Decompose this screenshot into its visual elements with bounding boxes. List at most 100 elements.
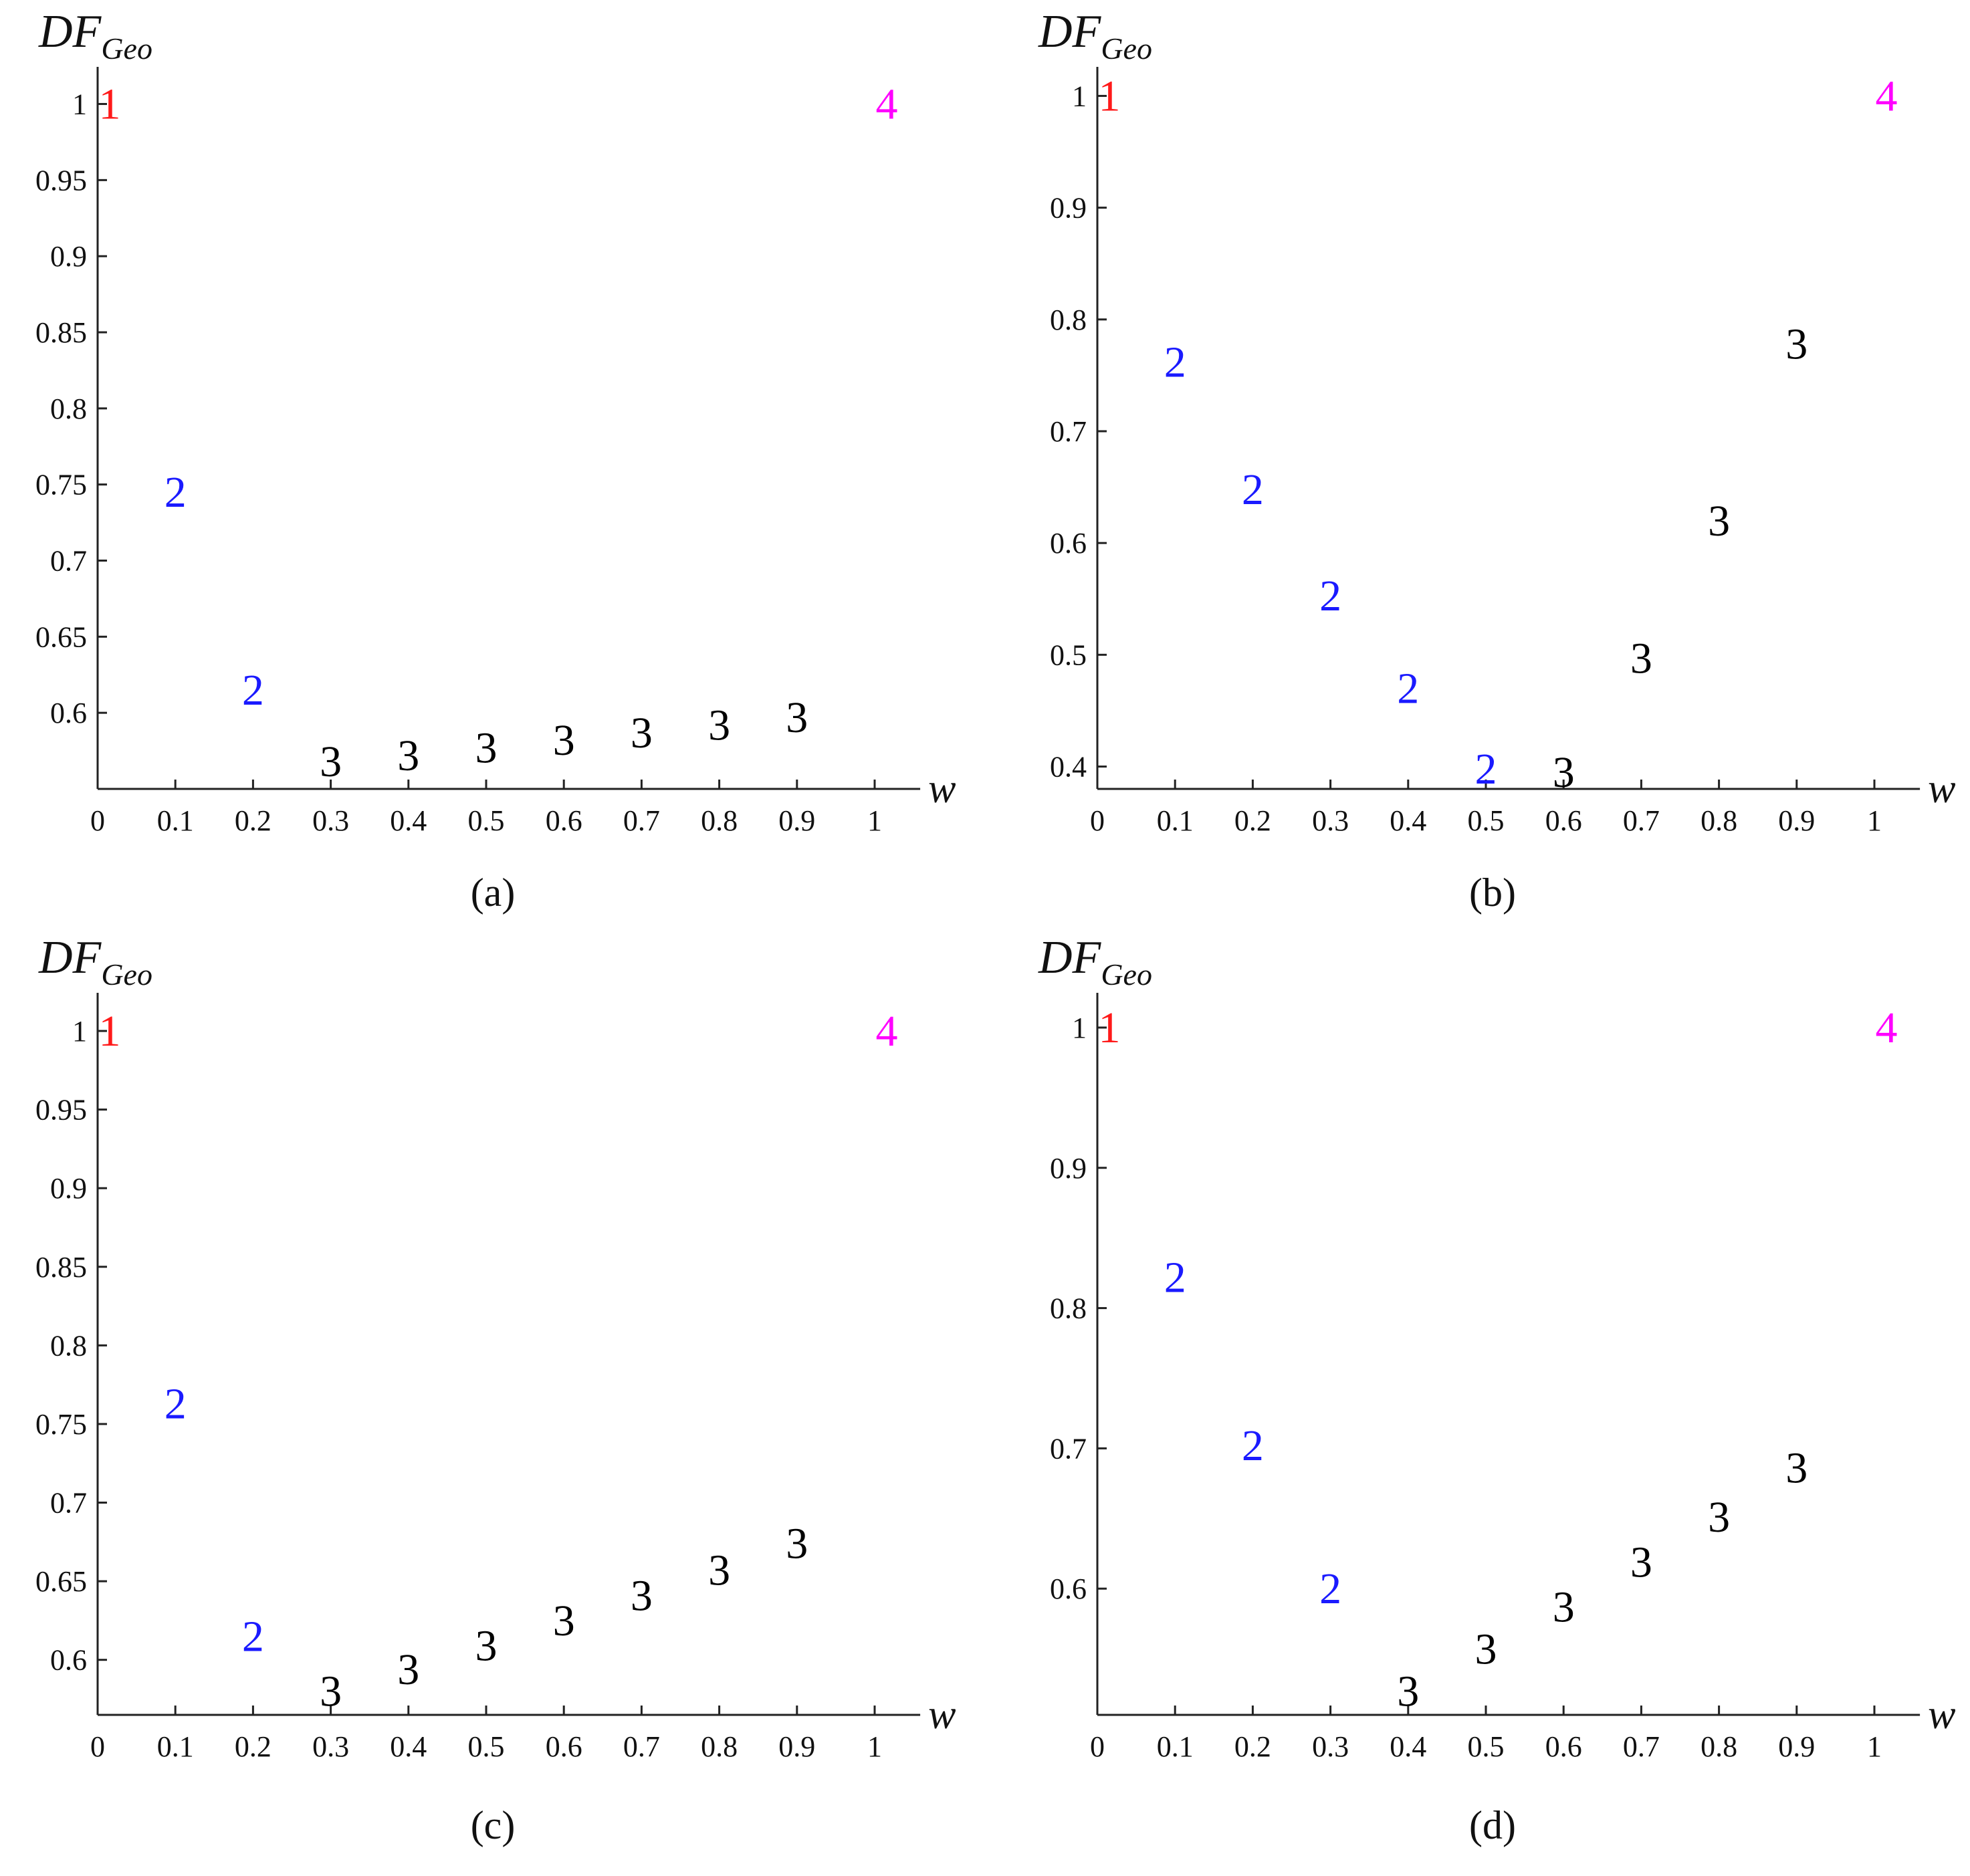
x-tick-label: 1 bbox=[867, 1730, 882, 1763]
data-point-3: 3 bbox=[320, 737, 342, 786]
x-tick-label: 0.5 bbox=[468, 1730, 505, 1763]
x-tick-label: 0.9 bbox=[1778, 804, 1815, 837]
y-tick-label: 0.75 bbox=[35, 1408, 87, 1441]
y-axis-label-main: DF bbox=[1038, 6, 1102, 57]
panel-a: 0 0.1 0.2 0.3 0.4 0.5 0.6 0.7 0.8 0.9 1 0.6 0.65 0.7 0… bbox=[35, 6, 956, 915]
data-point-1: 1 bbox=[99, 80, 121, 129]
data-point-3: 3 bbox=[553, 1597, 575, 1645]
y-axis-label-subscript: Geo bbox=[1101, 31, 1152, 66]
x-tick-label: 0 bbox=[90, 804, 105, 837]
data-point-3: 3 bbox=[1708, 1493, 1730, 1542]
x-tick-label: 0.4 bbox=[390, 1730, 427, 1763]
data-point-2: 2 bbox=[1397, 665, 1419, 713]
x-tick-label: 0.6 bbox=[1545, 804, 1582, 837]
x-tick-label: 0.2 bbox=[1234, 1730, 1271, 1763]
x-tick-label: 0.9 bbox=[778, 804, 815, 837]
x-tick-label: 0.1 bbox=[1157, 1730, 1194, 1763]
y-tick-label: 1 bbox=[72, 1015, 87, 1048]
x-tick-label: 0.6 bbox=[546, 804, 582, 837]
data-point-3: 3 bbox=[475, 1622, 498, 1671]
x-tick-label: 0.8 bbox=[1701, 804, 1737, 837]
x-tick-label: 0.2 bbox=[1234, 804, 1271, 837]
x-tick-label: 0.7 bbox=[623, 804, 660, 837]
x-tick-label: 0.9 bbox=[1778, 1730, 1815, 1763]
x-tick-label: 0.5 bbox=[468, 804, 505, 837]
x-axis-label: w bbox=[1928, 766, 1955, 812]
y-tick-label: 0.8 bbox=[1050, 304, 1087, 336]
x-tick-label: 0 bbox=[1090, 804, 1105, 837]
x-tick-label: 0.4 bbox=[1390, 1730, 1426, 1763]
data-point-2: 2 bbox=[1319, 1564, 1341, 1613]
x-tick-label: 0.5 bbox=[1468, 1730, 1505, 1763]
data-point-3: 3 bbox=[320, 1667, 342, 1716]
y-tick-label: 0.6 bbox=[50, 1644, 87, 1677]
y-tick-label: 0.75 bbox=[35, 469, 87, 501]
data-point-2: 2 bbox=[165, 1379, 187, 1428]
y-axis-label-main: DF bbox=[38, 6, 102, 57]
data-point-2: 2 bbox=[1475, 745, 1497, 794]
y-axis-label: DFGeo bbox=[38, 6, 152, 66]
data-point-4: 4 bbox=[876, 1007, 898, 1056]
x-tick-label: 0.3 bbox=[312, 1730, 349, 1763]
panel-caption: (c) bbox=[471, 1803, 516, 1847]
panel-caption: (b) bbox=[1469, 870, 1516, 915]
x-tick-label: 0.4 bbox=[1390, 804, 1426, 837]
panel-caption: (a) bbox=[471, 870, 516, 915]
data-point-3: 3 bbox=[1785, 1444, 1808, 1493]
y-tick-label: 0.95 bbox=[35, 164, 87, 197]
data-point-3: 3 bbox=[397, 731, 419, 780]
x-tick-label: 0.8 bbox=[701, 804, 738, 837]
x-tick-label: 0.1 bbox=[157, 1730, 194, 1763]
y-tick-label: 1 bbox=[1072, 80, 1087, 112]
data-point-1: 1 bbox=[99, 1007, 121, 1056]
data-point-3: 3 bbox=[786, 693, 808, 742]
y-tick-label: 0.65 bbox=[35, 620, 87, 653]
y-tick-label: 0.8 bbox=[1050, 1292, 1087, 1325]
data-point-2: 2 bbox=[242, 1612, 264, 1661]
x-tick-label: 0.3 bbox=[1312, 804, 1349, 837]
y-tick-label: 0.6 bbox=[1050, 1572, 1087, 1605]
y-axis-label: DFGeo bbox=[1038, 932, 1152, 991]
y-axis-label-main: DF bbox=[1038, 932, 1102, 983]
y-tick-label: 0.6 bbox=[1050, 527, 1087, 560]
x-tick-label: 0.2 bbox=[235, 1730, 271, 1763]
data-point-1: 1 bbox=[1099, 1004, 1121, 1052]
x-axis-label: w bbox=[928, 766, 956, 812]
data-point-4: 4 bbox=[1876, 1004, 1898, 1052]
data-point-3: 3 bbox=[631, 709, 653, 757]
data-point-2: 2 bbox=[1319, 572, 1341, 620]
data-point-2: 2 bbox=[1242, 465, 1264, 514]
data-point-3: 3 bbox=[397, 1645, 419, 1694]
x-tick-label: 0 bbox=[90, 1730, 105, 1763]
y-axis-label-main: DF bbox=[38, 932, 102, 983]
y-tick-label: 1 bbox=[72, 88, 87, 121]
y-tick-label: 0.9 bbox=[50, 240, 87, 273]
y-tick-label: 0.8 bbox=[50, 1329, 87, 1362]
data-point-3: 3 bbox=[1630, 1538, 1652, 1587]
data-point-3: 3 bbox=[786, 1520, 808, 1568]
x-tick-label: 0.2 bbox=[235, 804, 271, 837]
data-point-1: 1 bbox=[1099, 72, 1121, 120]
x-tick-label: 0.8 bbox=[701, 1730, 738, 1763]
x-tick-label: 0.5 bbox=[1468, 804, 1505, 837]
data-point-2: 2 bbox=[1164, 1253, 1186, 1302]
panel-b: 0 0.1 0.2 0.3 0.4 0.5 0.6 0.7 0.8 0.9 1 0.4 0.5 0.6 0.… bbox=[1038, 6, 1955, 915]
x-tick-label: 0.7 bbox=[1623, 804, 1660, 837]
x-tick-label: 0 bbox=[1090, 1730, 1105, 1763]
x-tick-label: 0.7 bbox=[623, 1730, 660, 1763]
data-point-3: 3 bbox=[1708, 497, 1730, 546]
data-point-2: 2 bbox=[1164, 338, 1186, 386]
x-axis-label: w bbox=[1928, 1692, 1955, 1738]
x-tick-label: 1 bbox=[867, 804, 882, 837]
y-tick-label: 0.9 bbox=[1050, 1152, 1087, 1185]
x-tick-label: 0.1 bbox=[1157, 804, 1194, 837]
y-axis-label-subscript: Geo bbox=[101, 31, 152, 66]
y-tick-label: 0.4 bbox=[1050, 751, 1087, 784]
y-tick-label: 0.7 bbox=[1050, 1432, 1087, 1465]
data-point-3: 3 bbox=[1630, 634, 1652, 683]
data-point-2: 2 bbox=[165, 468, 187, 517]
x-tick-label: 0.3 bbox=[312, 804, 349, 837]
y-tick-label: 0.85 bbox=[35, 316, 87, 349]
data-point-3: 3 bbox=[708, 1546, 730, 1595]
